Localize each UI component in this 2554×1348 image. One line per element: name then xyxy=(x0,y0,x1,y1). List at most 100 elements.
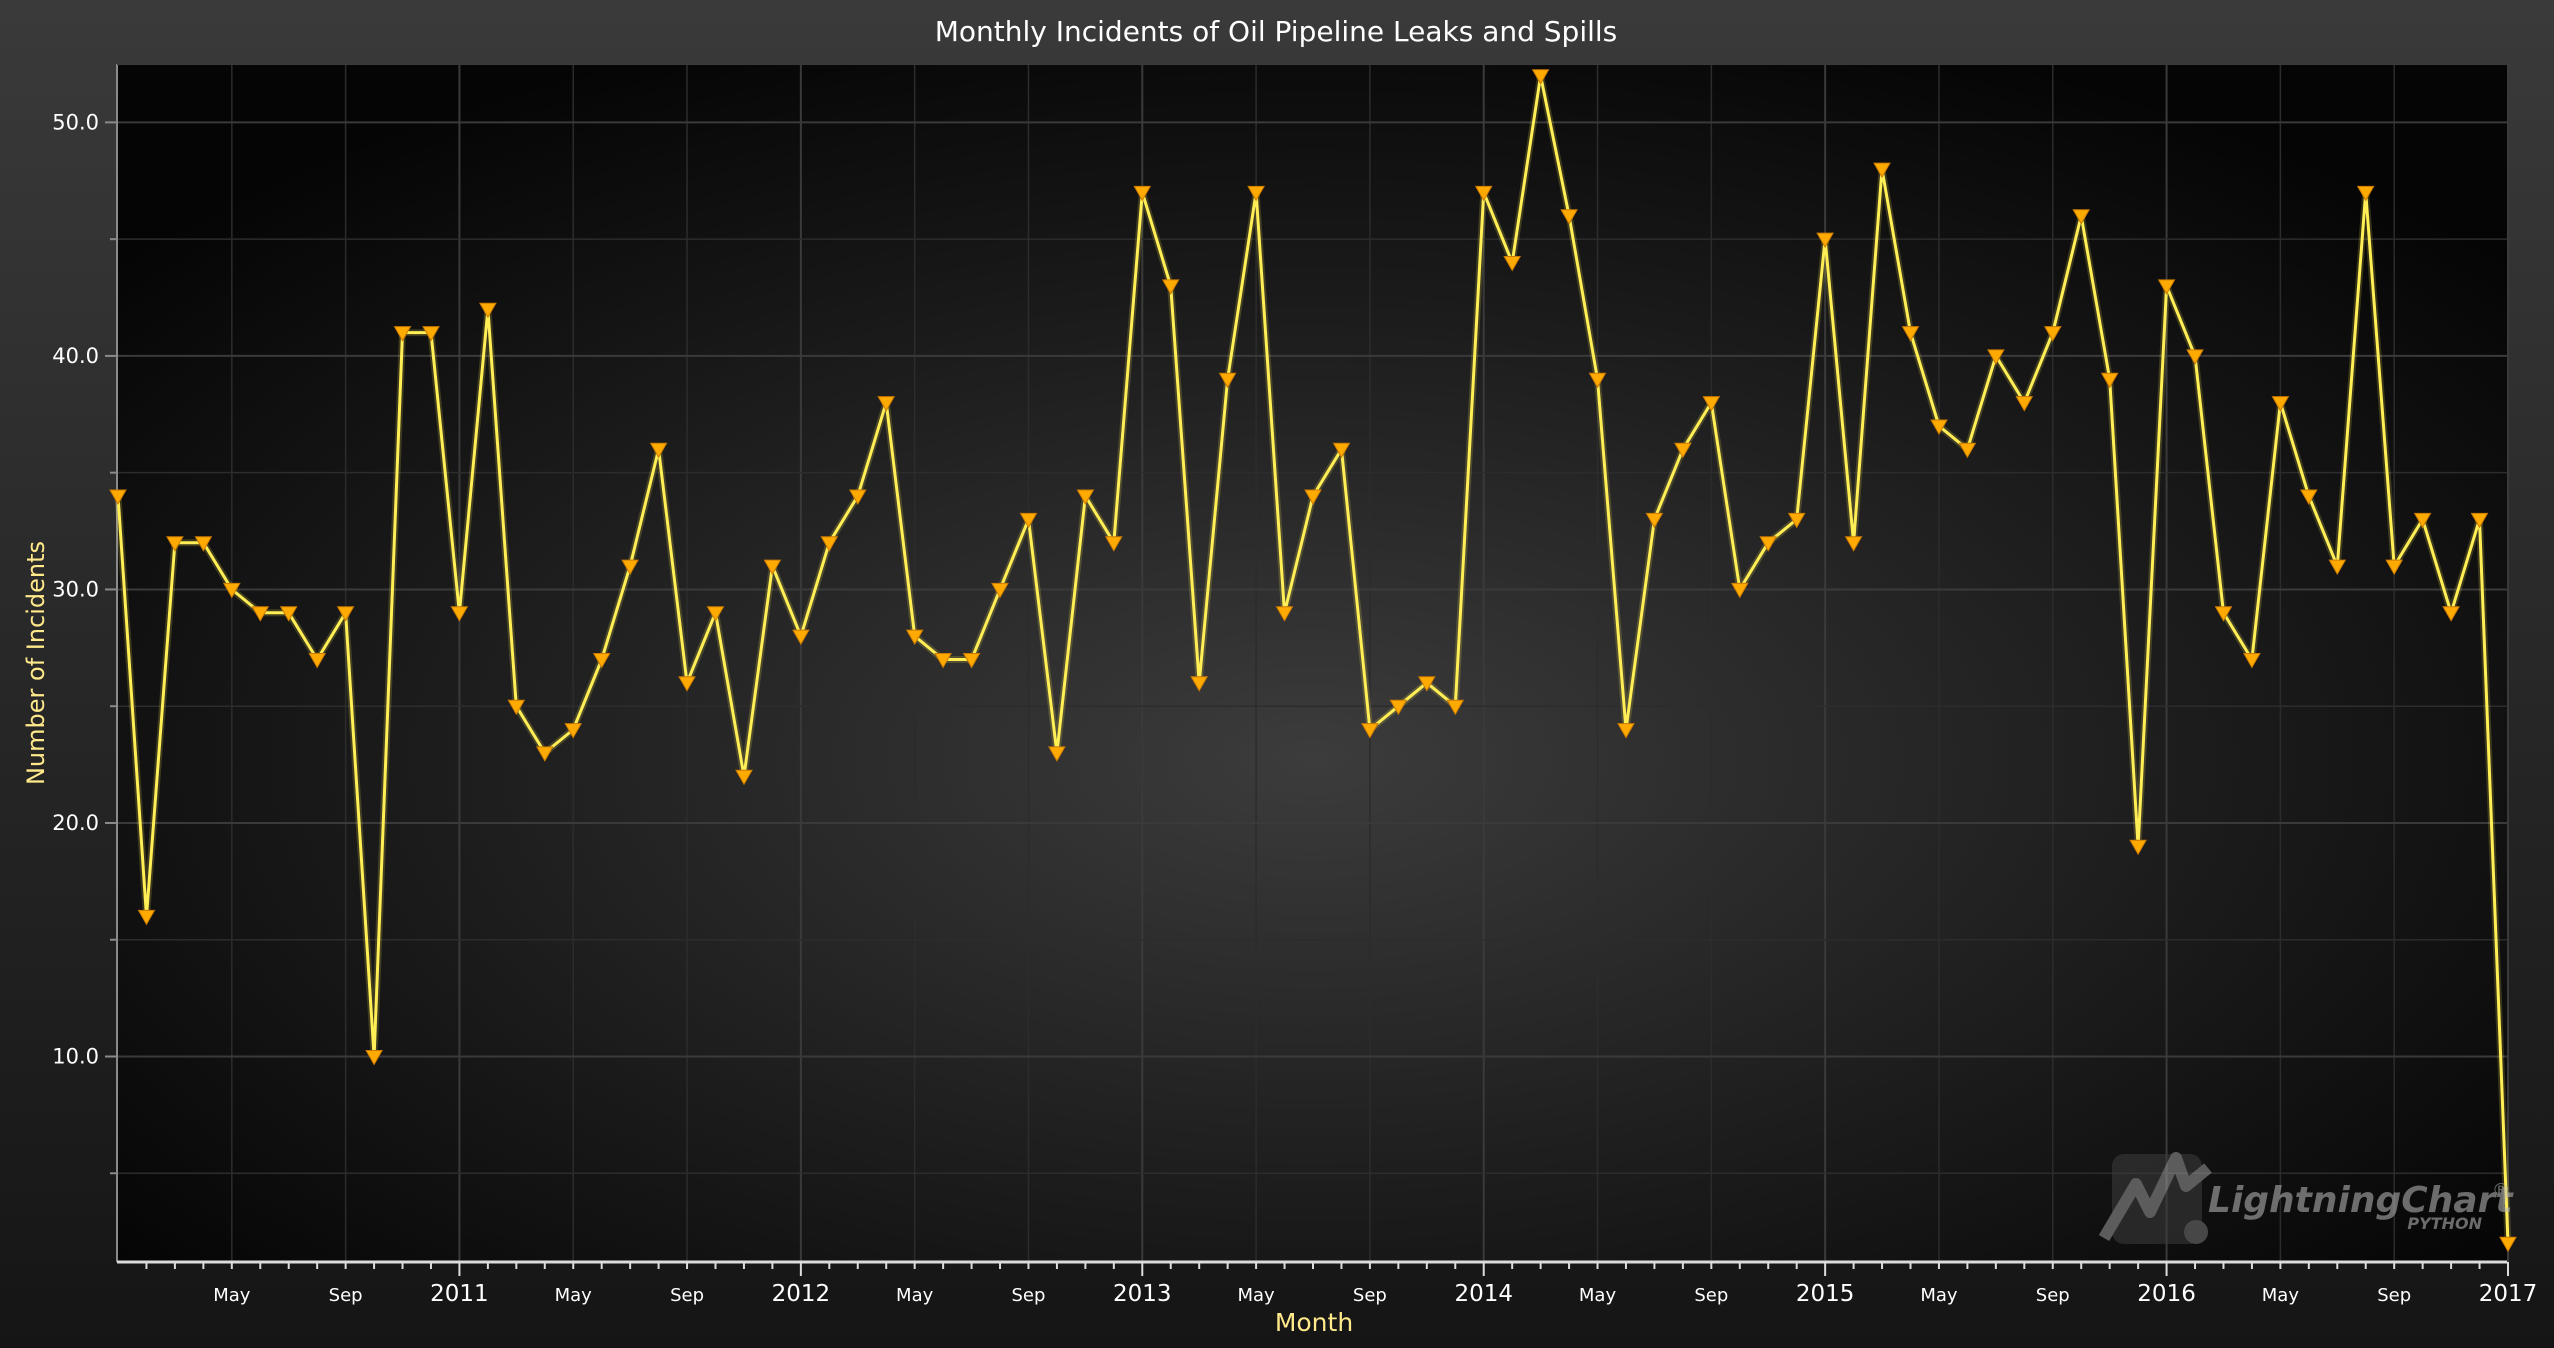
logo-subtext: PYTHON xyxy=(2407,1214,2482,1233)
data-point-marker xyxy=(137,909,156,926)
data-point-marker xyxy=(1190,676,1209,692)
x-tick-label-year: 2016 xyxy=(2137,1281,2196,1307)
data-point-marker xyxy=(934,653,952,669)
data-point-marker xyxy=(2186,349,2204,365)
data-point-marker xyxy=(535,746,554,762)
grid-layer xyxy=(117,64,2508,1262)
data-point-marker xyxy=(1816,232,1834,249)
data-point-marker xyxy=(877,396,896,412)
data-point-marker xyxy=(1588,372,1607,389)
x-tick-label-year: 2014 xyxy=(1454,1281,1513,1307)
data-point-marker xyxy=(1645,512,1664,529)
logo-text: LightningChart xyxy=(2208,1180,2514,1221)
data-point-marker xyxy=(1076,489,1095,506)
x-tick-label-year: 2015 xyxy=(1796,1281,1855,1307)
data-point-marker xyxy=(1844,536,1863,552)
x-tick-label-month: Sep xyxy=(1012,1285,1046,1306)
y-axis-title: Number of Incidents xyxy=(22,541,50,785)
data-point-marker xyxy=(222,582,241,599)
data-point-marker xyxy=(820,536,839,552)
data-point-marker xyxy=(1247,185,1265,202)
data-point-marker xyxy=(1048,746,1066,762)
data-point-marker xyxy=(308,653,327,669)
data-point-marker xyxy=(991,582,1009,599)
data-point-marker xyxy=(2328,559,2347,576)
data-point-marker xyxy=(2100,372,2119,389)
data-point-marker xyxy=(2499,1236,2517,1253)
data-point-marker xyxy=(1133,185,1152,202)
data-point-marker xyxy=(2157,279,2176,295)
x-tick-label-year: 2017 xyxy=(2479,1281,2538,1307)
y-tick-label: 50.0 xyxy=(52,110,99,134)
x-tick-label-month: Sep xyxy=(2377,1285,2411,1306)
data-point-marker xyxy=(2470,512,2489,529)
x-tick-label-month: Sep xyxy=(670,1285,704,1306)
data-point-marker xyxy=(2129,839,2147,856)
data-point-marker xyxy=(649,442,668,459)
data-point-marker xyxy=(848,489,867,506)
data-point-marker xyxy=(1702,396,1721,412)
logo-registered-mark: ® xyxy=(2492,1180,2510,1201)
data-point-marker xyxy=(1417,676,1436,692)
data-point-marker xyxy=(1503,256,1522,272)
data-point-marker xyxy=(1560,209,1578,225)
data-point-marker xyxy=(1730,582,1749,599)
x-tick-label-month: May xyxy=(896,1285,934,1306)
data-point-marker xyxy=(365,1050,383,1066)
data-point-marker xyxy=(2413,512,2432,529)
data-point-marker xyxy=(279,606,298,622)
y-tick-label: 10.0 xyxy=(52,1044,99,1068)
data-point-marker xyxy=(592,653,611,669)
data-point-marker xyxy=(564,723,583,739)
data-point-marker xyxy=(194,536,213,552)
data-point-marker xyxy=(1446,699,1465,716)
lightningchart-watermark: LightningChart ® PYTHON xyxy=(2098,1152,2514,1244)
y-tick-label: 20.0 xyxy=(52,811,99,835)
x-tick-label-month: May xyxy=(1579,1285,1617,1306)
data-point-marker xyxy=(1987,349,2005,365)
x-tick-label-year: 2011 xyxy=(430,1281,489,1307)
axis-layer: 10.0 20.0 30.0 40.0 50.0 2011 2012 2013 2014 2015… xyxy=(52,63,2538,1307)
data-point-marker xyxy=(706,606,725,622)
x-tick-label-month: May xyxy=(1920,1285,1958,1306)
data-point-marker xyxy=(2072,209,2091,225)
data-point-marker xyxy=(2043,326,2062,342)
x-axis-title: Month xyxy=(1275,1308,1353,1337)
data-point-marker xyxy=(1930,419,1948,436)
data-point-marker xyxy=(735,769,753,786)
x-tick-label-month: May xyxy=(1237,1285,1275,1306)
data-point-marker xyxy=(166,536,184,552)
x-tick-label-month: Sep xyxy=(1694,1285,1728,1306)
data-point-marker xyxy=(1161,279,1180,295)
data-point-marker xyxy=(336,606,355,622)
series-layer xyxy=(109,69,2517,1253)
x-tick-label-month: May xyxy=(555,1285,593,1306)
data-point-marker xyxy=(763,559,782,576)
data-point-marker xyxy=(1873,162,1891,179)
data-point-marker xyxy=(2442,606,2460,622)
data-point-marker xyxy=(2214,606,2233,622)
data-point-marker xyxy=(1019,512,1038,529)
data-point-marker xyxy=(2299,489,2318,506)
y-tick-label: 40.0 xyxy=(52,344,99,368)
data-point-marker xyxy=(1759,536,1778,552)
x-tick-label-month: Sep xyxy=(1353,1285,1387,1306)
x-tick-label-month: May xyxy=(213,1285,251,1306)
x-tick-label-month: May xyxy=(2262,1285,2300,1306)
data-point-marker xyxy=(1389,699,1408,716)
data-point-marker xyxy=(2356,185,2375,202)
data-point-marker xyxy=(962,653,981,669)
data-point-marker xyxy=(1901,326,1920,342)
data-point-marker xyxy=(2015,396,2034,412)
data-point-marker xyxy=(1332,442,1351,459)
data-point-marker xyxy=(1474,185,1493,202)
x-tick-label-year: 2012 xyxy=(772,1281,831,1307)
data-point-marker xyxy=(905,629,924,646)
data-point-marker xyxy=(109,489,127,506)
data-point-marker xyxy=(479,302,497,319)
data-point-marker xyxy=(1787,512,1806,529)
data-point-marker xyxy=(1218,372,1237,389)
data-point-marker xyxy=(507,699,526,716)
data-point-marker xyxy=(450,606,469,622)
